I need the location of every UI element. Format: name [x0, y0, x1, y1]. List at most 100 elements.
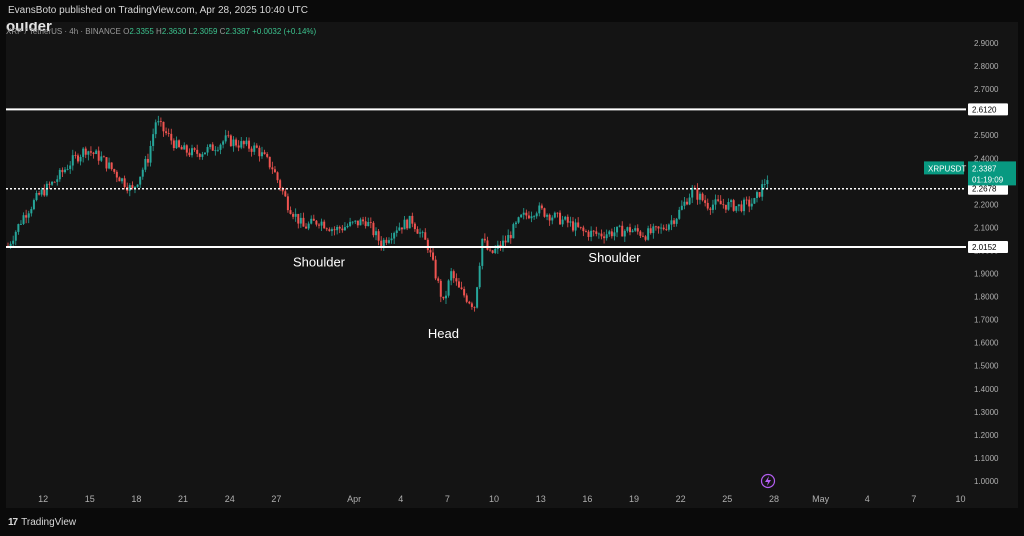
candle-body: [214, 150, 217, 152]
candle-body: [32, 200, 35, 210]
level-price-label: 2.0152: [972, 243, 997, 252]
candle-body: [284, 191, 287, 197]
candle-body: [584, 231, 587, 232]
candle-body: [188, 152, 191, 156]
candle-body: [183, 145, 186, 150]
y-tick-label: 2.9000: [974, 39, 999, 48]
candle-body: [61, 169, 64, 173]
candle-body: [489, 249, 492, 251]
candle-body: [271, 167, 274, 170]
candle-body: [315, 220, 318, 225]
candle-body: [328, 229, 331, 232]
open-label: O: [123, 27, 130, 36]
candle-body: [553, 212, 556, 218]
candle-body: [22, 215, 25, 224]
change-value: +0.0032 (+0.14%): [252, 27, 317, 36]
candle-body: [51, 181, 54, 185]
candle-body: [71, 155, 74, 166]
candle-body: [592, 230, 595, 232]
candle-body: [299, 217, 302, 224]
candle-body: [338, 226, 341, 229]
candle-body: [587, 231, 590, 237]
y-tick-label: 2.2000: [974, 200, 999, 209]
tradingview-logo-icon: 17: [8, 517, 18, 528]
candle-body: [56, 179, 59, 182]
candle-body: [722, 204, 725, 206]
lightning-icon: [760, 473, 776, 489]
candle-body: [559, 212, 562, 225]
candle-body: [154, 122, 157, 135]
x-tick-label: 10: [489, 494, 499, 504]
candle-body: [652, 226, 655, 234]
candle-body: [89, 151, 92, 153]
candle-body: [64, 169, 67, 173]
candle-body: [564, 216, 567, 220]
candle-body: [571, 221, 574, 231]
candle-body: [100, 156, 103, 161]
tradingview-brand[interactable]: 17 TradingView: [8, 517, 76, 528]
x-tick-label: 4: [398, 494, 403, 504]
candle-body: [649, 228, 652, 234]
candle-body: [266, 154, 269, 157]
candle-body: [691, 187, 694, 198]
candle-body: [452, 271, 455, 279]
candle-body: [737, 204, 740, 207]
candle-body: [647, 228, 650, 240]
candle-body: [561, 219, 564, 225]
candle-body: [520, 214, 523, 218]
candle-body: [198, 153, 201, 157]
candle-body: [678, 209, 681, 219]
published-text: EvansBoto published on TradingView.com, …: [8, 5, 309, 16]
y-tick-label: 2.5000: [974, 131, 999, 140]
candle-body: [701, 193, 704, 201]
candle-body: [704, 200, 707, 203]
candle-body: [159, 121, 162, 122]
candle-body: [356, 220, 359, 226]
candle-body: [289, 210, 292, 214]
candle-body: [574, 222, 577, 231]
candle-body: [457, 281, 460, 288]
candle-body: [613, 232, 616, 237]
pattern-annotation: Shoulder: [588, 250, 641, 265]
candle-body: [566, 216, 569, 223]
candle-body: [621, 225, 624, 237]
candle-body: [43, 189, 46, 196]
candle-body: [743, 199, 746, 212]
candle-body: [216, 149, 219, 151]
candle-body: [9, 243, 12, 246]
x-tick-label: 13: [536, 494, 546, 504]
candle-body: [330, 229, 333, 232]
candle-body: [538, 205, 541, 214]
price-chart[interactable]: 12 15 18 21 24 27 Apr 4 7 10 13 16 19 22 25 28 May 4 7 10 2.…: [6, 22, 1018, 508]
candle-body: [504, 240, 507, 243]
y-tick-label: 1.3000: [974, 408, 999, 417]
symbol-tag-label: XRPUSDT: [928, 164, 966, 173]
candle-body: [310, 218, 313, 224]
candle-body: [486, 240, 489, 250]
candle-body: [432, 252, 435, 260]
candle-body: [696, 188, 699, 200]
candle-body: [429, 250, 432, 253]
candle-body: [346, 225, 349, 228]
candle-body: [413, 223, 416, 230]
x-tick-label: 10: [956, 494, 966, 504]
candle-body: [157, 121, 160, 123]
candle-body: [222, 141, 225, 145]
candle-body: [242, 141, 245, 145]
level-price-label: 2.2678: [972, 185, 997, 194]
x-tick-label: 15: [85, 494, 95, 504]
candle-body: [84, 148, 87, 155]
chart-area[interactable]: 12 15 18 21 24 27 Apr 4 7 10 13 16 19 22 25 28 May 4 7 10 2.…: [6, 22, 1018, 508]
candle-body: [367, 222, 370, 227]
candle-body: [540, 205, 543, 209]
candle-body: [616, 226, 619, 233]
y-tick-label: 2.8000: [974, 62, 999, 71]
candle-body: [128, 185, 131, 191]
candle-body: [123, 178, 126, 187]
symbol-text: XRP / TetherUS · 4h · BINANCE: [6, 27, 121, 36]
candle-body: [439, 280, 442, 297]
candle-body: [45, 183, 48, 196]
candle-body: [766, 180, 769, 185]
candle-body: [636, 228, 639, 232]
candle-body: [683, 201, 686, 206]
